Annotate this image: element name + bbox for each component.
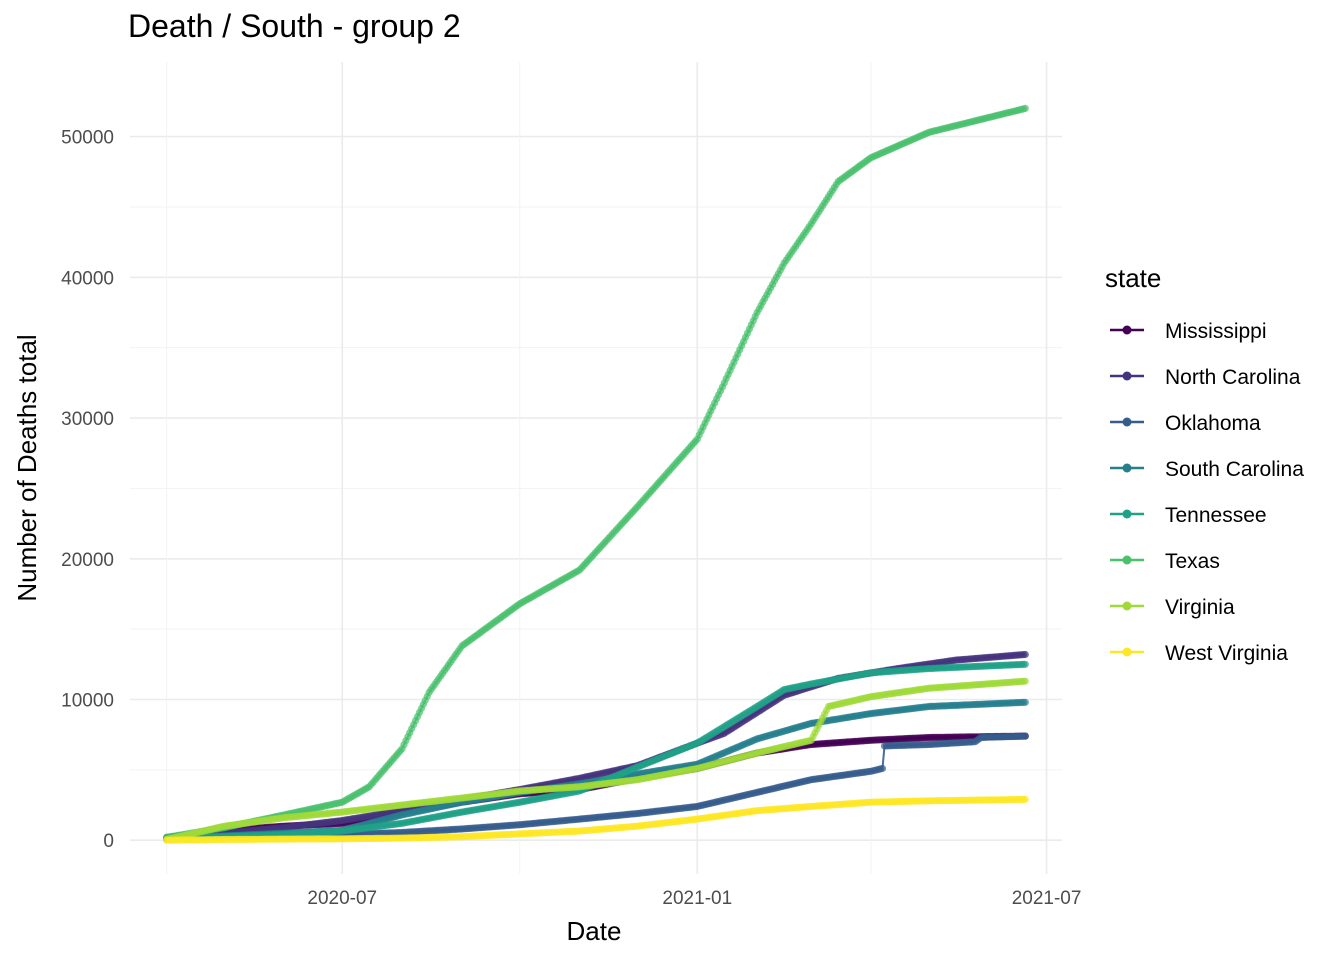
series-texas [163, 104, 1029, 842]
y-tick-label: 50000 [61, 128, 114, 149]
data-point [1021, 698, 1029, 706]
legend-label: Tennessee [1165, 504, 1267, 527]
legend: state Mississippi North Carolina Oklahoma S… [1105, 263, 1304, 665]
series-line [166, 107, 1026, 839]
data-point [878, 764, 887, 773]
legend-key-point [1122, 647, 1132, 657]
legend-item: Tennessee [1110, 504, 1267, 527]
series-west-virginia [163, 795, 1029, 844]
legend-label: North Carolina [1165, 366, 1301, 389]
data-point [1021, 104, 1029, 112]
legend-label: West Virginia [1165, 642, 1288, 665]
data-point [1021, 795, 1029, 804]
y-axis-title: Number of Deaths total [12, 334, 42, 601]
data-point [1021, 650, 1029, 659]
x-tick-label: 2020-07 [307, 888, 377, 909]
legend-key-point [1122, 509, 1132, 519]
legend-key-point [1122, 601, 1132, 611]
legend-title: state [1105, 263, 1161, 293]
legend-key-point [1122, 463, 1132, 473]
legend-label: Oklahoma [1165, 412, 1261, 435]
y-tick-label: 30000 [61, 409, 114, 430]
x-tick-label: 2021-01 [662, 888, 732, 909]
series-layer [163, 104, 1029, 844]
grid [130, 62, 1062, 874]
legend-label: Texas [1165, 550, 1220, 573]
y-tick-label: 20000 [61, 550, 114, 571]
y-tick-label: 40000 [61, 268, 114, 289]
data-point [1021, 660, 1029, 668]
legend-item: Virginia [1110, 596, 1235, 619]
x-tick-label: 2021-07 [1012, 888, 1082, 909]
data-point [1021, 677, 1029, 685]
legend-item: West Virginia [1110, 642, 1288, 665]
y-tick-label: 0 [103, 831, 114, 852]
y-tick-label: 10000 [61, 690, 114, 711]
legend-key-point [1122, 417, 1132, 427]
legend-key-point [1122, 371, 1132, 381]
legend-item: South Carolina [1110, 458, 1304, 481]
legend-key-point [1122, 555, 1132, 565]
legend-item: Mississippi [1110, 320, 1267, 343]
legend-label: Virginia [1165, 596, 1235, 619]
chart-title: Death / South - group 2 [128, 8, 461, 44]
series-virginia [163, 677, 1029, 844]
x-axis-title: Date [567, 916, 622, 946]
legend-label: South Carolina [1165, 458, 1304, 481]
legend-item: Texas [1110, 550, 1220, 573]
data-point [1021, 732, 1029, 740]
legend-key-point [1122, 325, 1132, 335]
legend-item: Oklahoma [1110, 412, 1261, 435]
axis-tick-labels: 0 10000 20000 30000 40000 50000 2020-07 2021-01… [61, 128, 1081, 909]
legend-label: Mississippi [1165, 320, 1267, 343]
legend-item: North Carolina [1110, 366, 1301, 389]
